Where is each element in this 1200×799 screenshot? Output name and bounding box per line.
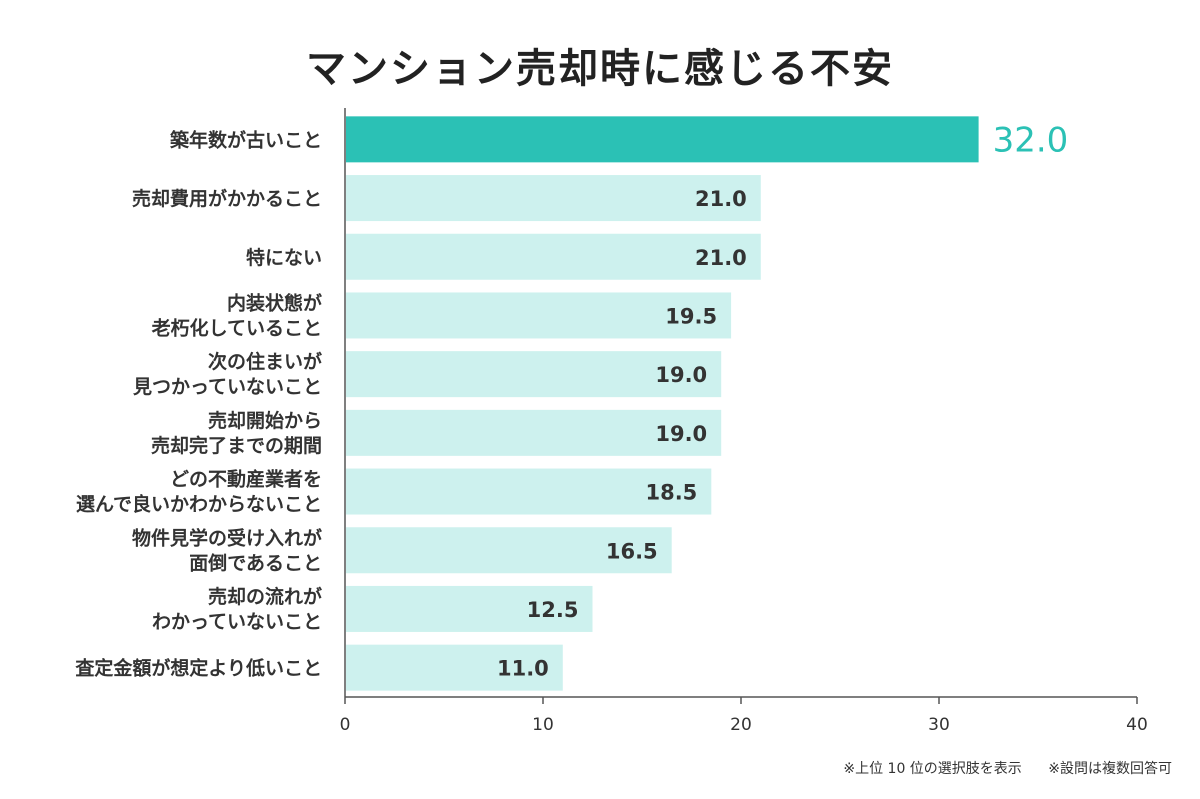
bar-9 bbox=[346, 644, 563, 691]
category-labels: 築年数が古いこと売却費用がかかること特にない内装状態が老朽化していること次の住ま… bbox=[74, 128, 322, 679]
bar-5 bbox=[346, 409, 722, 456]
chart-title: マンション売却時に感じる不安 bbox=[306, 46, 894, 92]
category-label-9: 査定金額が想定より低いこと bbox=[74, 657, 322, 680]
footnote-multiple-answers: ※設問は複数回答可 bbox=[1048, 761, 1172, 777]
value-labels: 32.0 21.0 21.0 19.5 19.0 19.0 18.5 16.5 12.5 11.0 bbox=[497, 120, 1068, 680]
category-label-3-line-0: 内装状態が bbox=[227, 291, 322, 314]
bar-8 bbox=[346, 585, 593, 632]
category-label-4: 次の住まいが見つかっていないこと bbox=[133, 350, 322, 398]
value-label-0: 32.0 bbox=[993, 120, 1069, 160]
category-label-4-line-1: 見つかっていないこと bbox=[133, 376, 322, 398]
bar-4 bbox=[346, 351, 722, 398]
value-label-1: 21.0 bbox=[695, 187, 747, 211]
category-label-2: 特にない bbox=[246, 247, 322, 269]
value-label-9: 11.0 bbox=[497, 657, 549, 681]
value-label-6: 18.5 bbox=[645, 481, 697, 505]
category-label-5: 売却開始から売却完了までの期間 bbox=[151, 409, 322, 457]
value-label-8: 12.5 bbox=[527, 598, 579, 622]
x-tick-label-1: 10 bbox=[532, 715, 554, 735]
category-label-6: どの不動産業者を選んで良いかわからないこと bbox=[76, 468, 322, 516]
bar-7 bbox=[346, 527, 672, 574]
category-label-8: 売却の流れがわかっていないこと bbox=[152, 585, 322, 633]
category-label-7: 物件見学の受け入れが面倒であること bbox=[132, 526, 322, 574]
footnotes: ※上位 10 位の選択肢を表示 ※設問は複数回答可 bbox=[843, 758, 1172, 778]
category-label-8-line-0: 売却の流れが bbox=[208, 585, 322, 608]
x-tick-label-2: 20 bbox=[730, 715, 752, 735]
category-label-3: 内装状態が老朽化していること bbox=[152, 291, 322, 339]
bar-3 bbox=[346, 292, 732, 339]
value-label-4: 19.0 bbox=[655, 363, 707, 387]
category-label-5-line-1: 売却完了までの期間 bbox=[151, 434, 322, 457]
value-label-2: 21.0 bbox=[695, 246, 747, 270]
bar-2 bbox=[346, 233, 761, 280]
x-tick-label-0: 0 bbox=[340, 715, 351, 735]
category-label-7-line-1: 面倒であること bbox=[189, 551, 322, 574]
value-label-7: 16.5 bbox=[606, 539, 658, 563]
x-tick-label-3: 30 bbox=[928, 715, 950, 735]
bar-0 bbox=[346, 116, 979, 163]
category-label-5-line-0: 売却開始から bbox=[208, 409, 322, 432]
bar-1 bbox=[346, 175, 761, 222]
category-label-8-line-1: わかっていないこと bbox=[152, 611, 322, 633]
category-label-0: 築年数が古いこと bbox=[169, 128, 322, 151]
footnote-top10: ※上位 10 位の選択肢を表示 bbox=[843, 761, 1022, 777]
value-label-3: 19.5 bbox=[665, 304, 717, 328]
category-label-7-line-0: 物件見学の受け入れが bbox=[132, 526, 322, 549]
category-label-6-line-0: どの不動産業者を bbox=[170, 468, 322, 491]
category-label-1: 売却費用がかかること bbox=[132, 187, 322, 210]
category-label-3-line-1: 老朽化していること bbox=[152, 316, 322, 339]
bar-6 bbox=[346, 468, 712, 515]
bars-group bbox=[346, 116, 979, 691]
axes-group: 0 10 20 30 40 bbox=[340, 108, 1148, 735]
value-label-5: 19.0 bbox=[655, 422, 707, 446]
category-label-4-line-0: 次の住まいが bbox=[208, 350, 322, 373]
x-tick-label-4: 40 bbox=[1126, 715, 1148, 735]
category-label-6-line-1: 選んで良いかわからないこと bbox=[76, 493, 322, 516]
